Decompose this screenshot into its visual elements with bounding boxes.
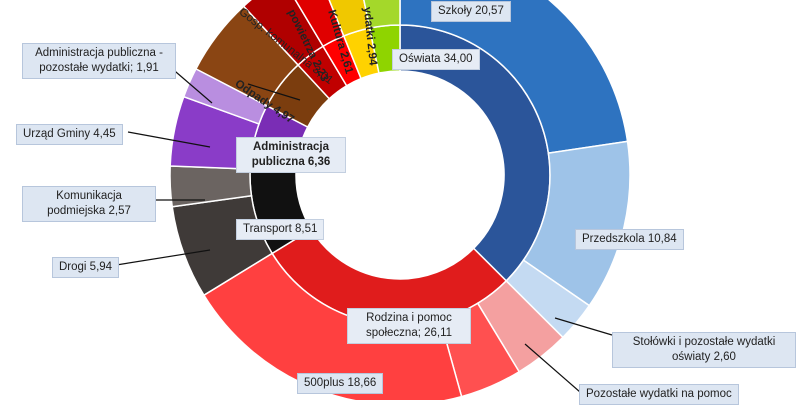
- label-500plus: 500plus 18,66: [297, 373, 384, 394]
- label-drogi: Drogi 5,94: [52, 257, 120, 278]
- leader-lines: [109, 59, 613, 393]
- outer-slice-14: [363, 0, 401, 29]
- label-stolowki: Stołówki i pozostałe wydatki oświaty 2,6…: [612, 332, 796, 368]
- label-administracja-pozostale: Administracja publiczna - pozostałe wyda…: [22, 43, 176, 79]
- label-pozostale-pomoc: Pozostałe wydatki na pomoc: [579, 384, 739, 405]
- label-przedszkola: Przedszkola 10,84: [575, 229, 684, 250]
- leader-line-urzad: [127, 131, 211, 148]
- label-komunikacja: Komunikacja podmiejska 2,57: [22, 186, 156, 222]
- label-oswiata: Oświata 34,00: [392, 49, 480, 70]
- label-transport: Transport 8,51: [236, 219, 325, 240]
- label-administracja-publiczna: Administracja publiczna 6,36: [236, 137, 346, 173]
- outer-slice-0: [399, 0, 629, 154]
- leader-line-pozostale: [524, 343, 581, 393]
- label-szkoly: Szkoły 20,57: [431, 1, 511, 22]
- label-urzad-gminy: Urząd Gminy 4,45: [16, 124, 123, 145]
- leader-line-odpady: [247, 83, 301, 101]
- label-rodzina: Rodzina i pomoc społeczna; 26,11: [347, 308, 471, 344]
- leader-line-stolowki: [554, 317, 613, 336]
- leader-line-drogi: [109, 249, 211, 267]
